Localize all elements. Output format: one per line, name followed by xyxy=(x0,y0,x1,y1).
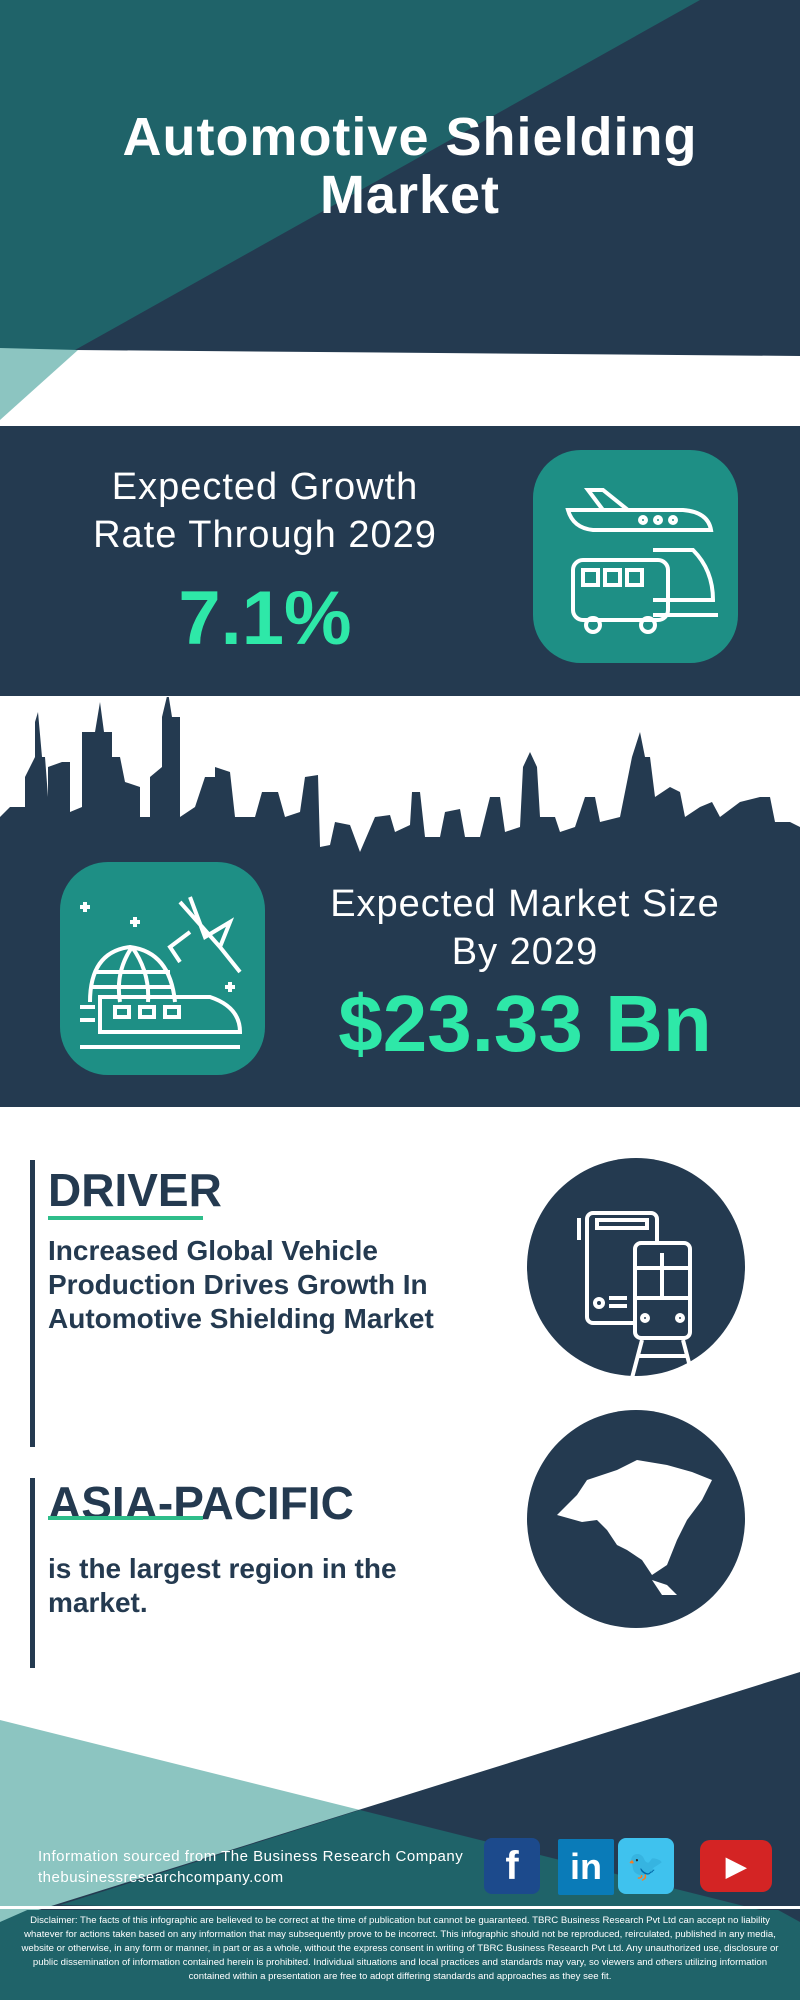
header-background xyxy=(0,0,800,420)
region-underline xyxy=(48,1516,203,1520)
market-size-label-line2: By 2029 xyxy=(451,931,599,973)
growth-label-line2: Rate Through 2029 xyxy=(93,514,437,556)
linkedin-icon[interactable]: in xyxy=(558,1839,614,1895)
twitter-icon[interactable]: 🐦 xyxy=(618,1838,674,1894)
globe-plane-train-icon xyxy=(60,862,265,1075)
growth-label-line1: Expected Growth xyxy=(111,466,419,508)
page-title: Automotive Shielding Market xyxy=(0,108,800,224)
region-text: is the largest region in the market. xyxy=(48,1553,397,1618)
region-accent-bar xyxy=(30,1478,35,1668)
title-line-1: Automotive Shielding xyxy=(122,107,698,167)
source-url[interactable]: thebusinessresearchcompany.com xyxy=(38,1869,284,1886)
market-size-label-line1: Expected Market Size xyxy=(330,883,720,925)
market-size-value: $23.33 Bn xyxy=(338,979,712,1068)
growth-value: 7.1% xyxy=(178,576,352,661)
driver-heading: DRIVER xyxy=(48,1164,222,1216)
source-text: Information sourced from The Business Re… xyxy=(38,1848,464,1865)
region-heading: ASIA-PACIFIC xyxy=(48,1477,354,1529)
title-line-2: Market xyxy=(319,165,501,225)
driver-text: Increased Global Vehicle Production Driv… xyxy=(48,1235,434,1334)
driver-underline xyxy=(48,1216,203,1220)
disclaimer-text: Disclaimer: The facts of this infographi… xyxy=(21,1915,779,1982)
plane-bus-train-icon xyxy=(533,450,738,663)
driver-accent-bar xyxy=(30,1160,35,1447)
asia-map-icon xyxy=(527,1410,745,1628)
facebook-icon[interactable]: f xyxy=(484,1838,540,1894)
youtube-icon[interactable]: ▶ xyxy=(700,1840,772,1892)
bus-train-icon xyxy=(527,1158,745,1379)
